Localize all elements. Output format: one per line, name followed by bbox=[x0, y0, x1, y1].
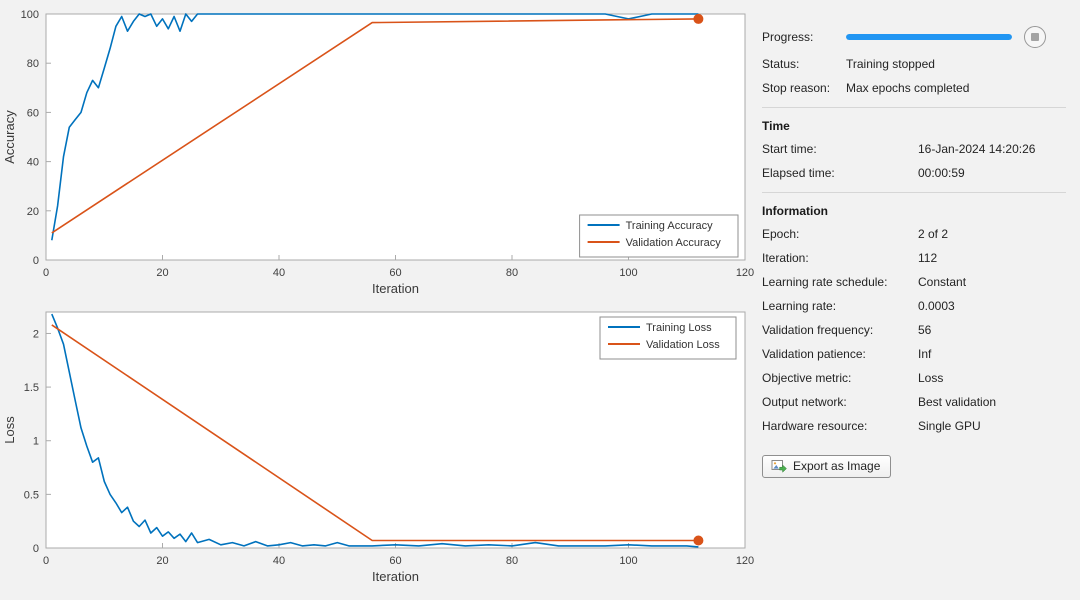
legend-entry-label: Training Accuracy bbox=[626, 220, 714, 232]
svg-text:0: 0 bbox=[43, 555, 49, 567]
series-line bbox=[51, 324, 699, 542]
svg-text:100: 100 bbox=[619, 267, 637, 279]
svg-text:20: 20 bbox=[27, 206, 39, 218]
svg-text:80: 80 bbox=[506, 267, 518, 279]
loss-chart: 0 20 40 60 80 100 120 0 0.5 1 1.5 2 Iteration Loss Tra… bbox=[2, 311, 754, 584]
information-section-header: Information bbox=[762, 204, 828, 218]
training-info-panel: Progress: Status: Training stopped Stop … bbox=[755, 0, 1080, 600]
stop-reason-row: Stop reason: Max epochs completed bbox=[762, 81, 1066, 96]
svg-text:120: 120 bbox=[736, 555, 754, 567]
accuracy-chart: 0 20 40 60 80 100 120 0 20 40 60 80 100 Iteration Accu… bbox=[2, 9, 754, 296]
stop-reason-label: Stop reason: bbox=[762, 81, 831, 95]
output-network-row: Output network: Best validation bbox=[762, 395, 1066, 410]
svg-text:0: 0 bbox=[43, 267, 49, 279]
iteration-value: 112 bbox=[918, 251, 938, 265]
output-network-value: Best validation bbox=[918, 395, 997, 409]
series-line bbox=[51, 18, 699, 234]
y-axis-label: Accuracy bbox=[2, 110, 17, 164]
lr-schedule-value: Constant bbox=[918, 275, 967, 289]
learning-rate-label: Learning rate: bbox=[762, 299, 837, 313]
section-divider bbox=[762, 192, 1066, 193]
epoch-value: 2 of 2 bbox=[918, 227, 949, 241]
stop-icon bbox=[1031, 33, 1039, 41]
status-row: Status: Training stopped bbox=[762, 57, 1066, 72]
iteration-label: Iteration: bbox=[762, 251, 809, 265]
iteration-row: Iteration: 112 bbox=[762, 251, 1066, 266]
validation-frequency-value: 56 bbox=[918, 323, 932, 337]
svg-text:40: 40 bbox=[27, 157, 39, 169]
elapsed-time-label: Elapsed time: bbox=[762, 166, 835, 180]
x-axis-label: Iteration bbox=[372, 281, 419, 296]
svg-text:120: 120 bbox=[736, 267, 754, 279]
progress-fill bbox=[846, 34, 1012, 40]
hardware-resource-row: Hardware resource: Single GPU bbox=[762, 419, 1066, 434]
section-divider bbox=[762, 107, 1066, 108]
x-axis-label: Iteration bbox=[372, 569, 419, 584]
objective-metric-label: Objective metric: bbox=[762, 371, 852, 385]
epoch-row: Epoch: 2 of 2 bbox=[762, 227, 1066, 242]
validation-frequency-label: Validation frequency: bbox=[762, 323, 874, 337]
stop-reason-value: Max epochs completed bbox=[846, 81, 970, 95]
svg-text:40: 40 bbox=[273, 267, 285, 279]
svg-text:80: 80 bbox=[506, 555, 518, 567]
objective-metric-row: Objective metric: Loss bbox=[762, 371, 1066, 386]
elapsed-time-value: 00:00:59 bbox=[918, 166, 965, 180]
output-network-label: Output network: bbox=[762, 395, 847, 409]
legend: Training Loss Validation Loss bbox=[599, 316, 737, 360]
svg-text:40: 40 bbox=[273, 555, 285, 567]
svg-text:100: 100 bbox=[21, 9, 39, 21]
svg-text:60: 60 bbox=[389, 555, 401, 567]
elapsed-time-row: Elapsed time: 00:00:59 bbox=[762, 166, 1066, 181]
time-section-header: Time bbox=[762, 119, 790, 133]
series-line bbox=[51, 313, 699, 548]
svg-text:60: 60 bbox=[27, 107, 39, 119]
epoch-label: Epoch: bbox=[762, 227, 800, 241]
status-label: Status: bbox=[762, 57, 800, 71]
validation-frequency-row: Validation frequency: 56 bbox=[762, 323, 1066, 338]
export-image-icon bbox=[771, 460, 787, 473]
stop-button[interactable] bbox=[1024, 26, 1046, 48]
status-value: Training stopped bbox=[846, 57, 935, 71]
svg-text:0.5: 0.5 bbox=[24, 489, 39, 501]
svg-text:0: 0 bbox=[33, 543, 39, 555]
svg-text:20: 20 bbox=[156, 555, 168, 567]
final-point-marker bbox=[693, 535, 704, 546]
svg-text:1.5: 1.5 bbox=[24, 382, 39, 394]
start-time-row: Start time: 16-Jan-2024 14:20:26 bbox=[762, 142, 1066, 157]
progress-label: Progress: bbox=[762, 29, 814, 44]
lr-schedule-label: Learning rate schedule: bbox=[762, 275, 888, 289]
export-as-image-button[interactable]: Export as Image bbox=[762, 455, 892, 478]
legend-entry-label: Training Loss bbox=[646, 322, 712, 334]
svg-text:60: 60 bbox=[389, 267, 401, 279]
progress-bar bbox=[846, 34, 1012, 40]
validation-patience-row: Validation patience: Inf bbox=[762, 347, 1066, 362]
legend-entry-label: Validation Accuracy bbox=[626, 237, 722, 249]
start-time-value: 16-Jan-2024 14:20:26 bbox=[918, 142, 1036, 156]
export-as-image-label: Export as Image bbox=[793, 459, 881, 473]
progress-row: Progress: bbox=[762, 26, 1066, 48]
learning-rate-value: 0.0003 bbox=[918, 299, 955, 313]
y-axis-label: Loss bbox=[2, 416, 17, 444]
svg-text:20: 20 bbox=[156, 267, 168, 279]
final-point-marker bbox=[693, 13, 704, 24]
svg-text:2: 2 bbox=[33, 328, 39, 340]
charts-column: 0 20 40 60 80 100 120 0 20 40 60 80 100 Iteration Accu… bbox=[2, 9, 754, 584]
validation-patience-value: Inf bbox=[918, 347, 932, 361]
legend: Training Accuracy Validation Accuracy bbox=[579, 214, 739, 258]
hardware-resource-label: Hardware resource: bbox=[762, 419, 868, 433]
validation-patience-label: Validation patience: bbox=[762, 347, 866, 361]
svg-text:80: 80 bbox=[27, 58, 39, 70]
svg-text:1: 1 bbox=[33, 436, 39, 448]
objective-metric-value: Loss bbox=[918, 371, 944, 385]
series-line bbox=[51, 13, 699, 241]
lr-schedule-row: Learning rate schedule: Constant bbox=[762, 275, 1066, 290]
svg-text:100: 100 bbox=[619, 555, 637, 567]
learning-rate-row: Learning rate: 0.0003 bbox=[762, 299, 1066, 314]
legend-entry-label: Validation Loss bbox=[646, 339, 720, 351]
hardware-resource-value: Single GPU bbox=[918, 419, 981, 433]
svg-text:0: 0 bbox=[33, 255, 39, 267]
start-time-label: Start time: bbox=[762, 142, 817, 156]
